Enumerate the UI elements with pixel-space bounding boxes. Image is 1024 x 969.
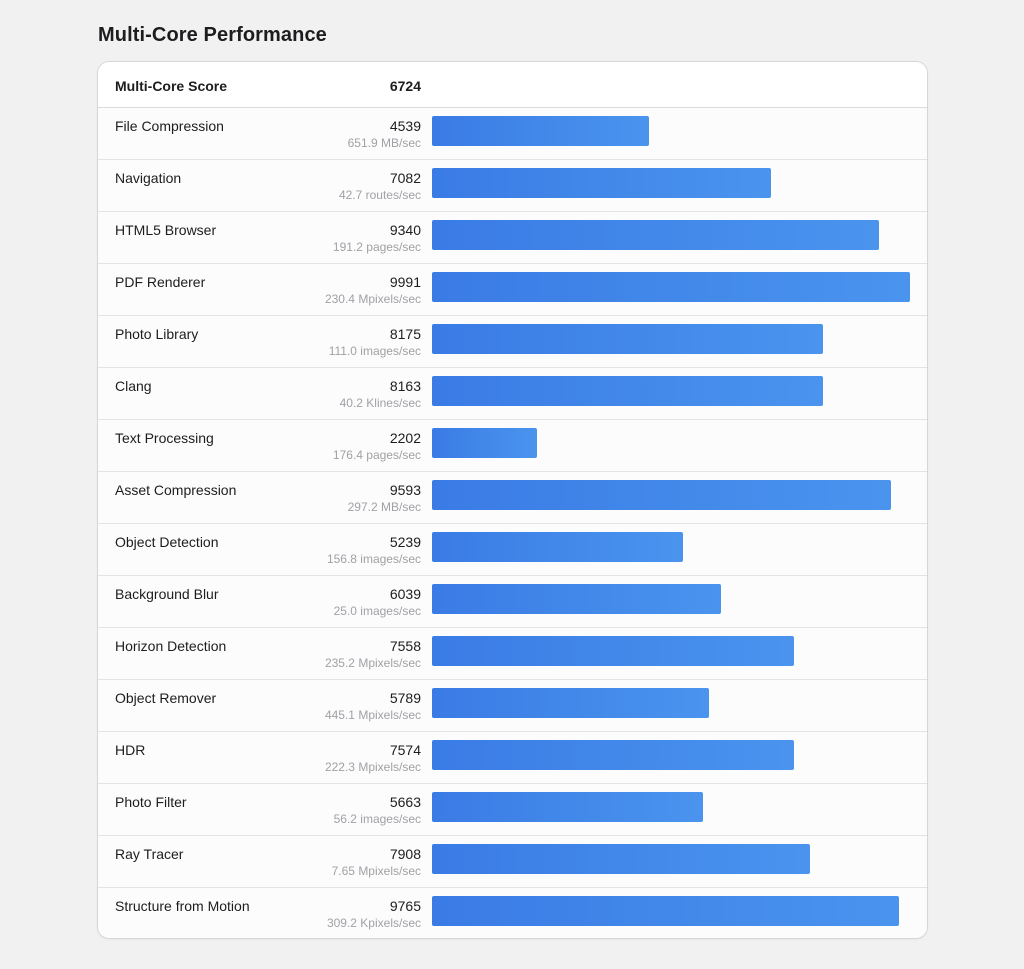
score-bar bbox=[432, 272, 910, 302]
table-row: File Compression 4539 651.9 MB/sec bbox=[98, 108, 927, 160]
benchmark-score: 7082 bbox=[389, 170, 421, 186]
benchmark-name: PDF Renderer bbox=[115, 274, 206, 290]
summary-label: Multi-Core Score bbox=[115, 78, 228, 94]
benchmark-name: Horizon Detection bbox=[115, 638, 227, 654]
table-row: Object Remover 5789 445.1 Mpixels/sec bbox=[98, 680, 927, 732]
table-row: Photo Filter 5663 56.2 images/sec bbox=[98, 784, 927, 836]
benchmark-rate: 7.65 Mpixels/sec bbox=[331, 864, 421, 878]
benchmark-score: 5239 bbox=[389, 534, 421, 550]
table-row: Background Blur 6039 25.0 images/sec bbox=[98, 576, 927, 628]
benchmark-name: Text Processing bbox=[115, 430, 214, 446]
benchmark-rate: 309.2 Kpixels/sec bbox=[326, 916, 421, 930]
benchmark-score: 2202 bbox=[389, 430, 421, 446]
score-bar bbox=[432, 584, 721, 614]
benchmark-score: 4539 bbox=[389, 118, 421, 134]
benchmark-rows: File Compression 4539 651.9 MB/sec Navigati… bbox=[98, 108, 927, 938]
benchmark-score: 5663 bbox=[389, 794, 421, 810]
score-bar bbox=[432, 480, 891, 510]
score-bar bbox=[432, 844, 810, 874]
benchmark-rate: 40.2 Klines/sec bbox=[339, 396, 421, 410]
benchmark-rate: 191.2 pages/sec bbox=[332, 240, 421, 254]
benchmark-rate: 111.0 images/sec bbox=[328, 344, 421, 358]
benchmark-name: HDR bbox=[115, 742, 146, 758]
benchmark-name: Asset Compression bbox=[115, 482, 237, 498]
score-bar bbox=[432, 168, 771, 198]
benchmark-rate: 235.2 Mpixels/sec bbox=[324, 656, 421, 670]
score-bar bbox=[432, 688, 709, 718]
score-bar bbox=[432, 428, 537, 458]
table-row: Navigation 7082 42.7 routes/sec bbox=[98, 160, 927, 212]
benchmark-name: Navigation bbox=[115, 170, 182, 186]
score-bar bbox=[432, 896, 899, 926]
score-bar bbox=[432, 636, 794, 666]
score-bar bbox=[432, 324, 823, 354]
page-title: Multi-Core Performance bbox=[98, 24, 327, 46]
benchmark-name: Object Remover bbox=[115, 690, 217, 706]
benchmark-table: Multi-Core Score 6724 File Compression 45… bbox=[97, 61, 928, 939]
benchmark-score: 9765 bbox=[389, 898, 421, 914]
benchmark-rate: 445.1 Mpixels/sec bbox=[324, 708, 421, 722]
summary-score: 6724 bbox=[389, 78, 421, 94]
benchmark-score: 7574 bbox=[389, 742, 421, 758]
score-bar bbox=[432, 220, 879, 250]
benchmark-name: Clang bbox=[115, 378, 152, 394]
benchmark-name: Photo Filter bbox=[115, 794, 187, 810]
table-row: PDF Renderer 9991 230.4 Mpixels/sec bbox=[98, 264, 927, 316]
benchmark-name: Ray Tracer bbox=[115, 846, 184, 862]
score-bar bbox=[432, 376, 823, 406]
table-row: Horizon Detection 7558 235.2 Mpixels/sec bbox=[98, 628, 927, 680]
table-row: HDR 7574 222.3 Mpixels/sec bbox=[98, 732, 927, 784]
benchmark-score: 9340 bbox=[389, 222, 421, 238]
benchmark-score: 8163 bbox=[389, 378, 421, 394]
benchmark-name: Photo Library bbox=[115, 326, 199, 342]
score-bar bbox=[432, 740, 794, 770]
benchmark-score: 5789 bbox=[389, 690, 421, 706]
score-bar bbox=[432, 792, 703, 822]
benchmark-rate: 25.0 images/sec bbox=[333, 604, 421, 618]
benchmark-name: Object Detection bbox=[115, 534, 219, 550]
benchmark-rate: 651.9 MB/sec bbox=[347, 136, 421, 150]
table-row: Photo Library 8175 111.0 images/sec bbox=[98, 316, 927, 368]
summary-row: Multi-Core Score 6724 bbox=[98, 62, 927, 108]
score-bar bbox=[432, 116, 649, 146]
table-row: Object Detection 5239 156.8 images/sec bbox=[98, 524, 927, 576]
benchmark-rate: 230.4 Mpixels/sec bbox=[324, 292, 421, 306]
table-row: Ray Tracer 7908 7.65 Mpixels/sec bbox=[98, 836, 927, 888]
benchmark-score: 8175 bbox=[389, 326, 421, 342]
table-row: Structure from Motion 9765 309.2 Kpixels/s… bbox=[98, 888, 927, 938]
benchmark-name: Background Blur bbox=[115, 586, 219, 602]
table-row: Clang 8163 40.2 Klines/sec bbox=[98, 368, 927, 420]
benchmark-rate: 42.7 routes/sec bbox=[338, 188, 421, 202]
table-row: Text Processing 2202 176.4 pages/sec bbox=[98, 420, 927, 472]
benchmark-name: HTML5 Browser bbox=[115, 222, 217, 238]
benchmark-name: File Compression bbox=[115, 118, 224, 134]
table-row: Asset Compression 9593 297.2 MB/sec bbox=[98, 472, 927, 524]
benchmark-score: 9593 bbox=[389, 482, 421, 498]
benchmark-score: 7558 bbox=[389, 638, 421, 654]
benchmark-score: 9991 bbox=[389, 274, 421, 290]
benchmark-rate: 176.4 pages/sec bbox=[332, 448, 421, 462]
benchmark-score: 6039 bbox=[389, 586, 421, 602]
benchmark-score: 7908 bbox=[389, 846, 421, 862]
benchmark-rate: 297.2 MB/sec bbox=[347, 500, 421, 514]
benchmark-name: Structure from Motion bbox=[115, 898, 250, 914]
score-bar bbox=[432, 532, 683, 562]
benchmark-rate: 56.2 images/sec bbox=[333, 812, 421, 826]
benchmark-rate: 156.8 images/sec bbox=[326, 552, 421, 566]
benchmark-rate: 222.3 Mpixels/sec bbox=[324, 760, 421, 774]
table-row: HTML5 Browser 9340 191.2 pages/sec bbox=[98, 212, 927, 264]
